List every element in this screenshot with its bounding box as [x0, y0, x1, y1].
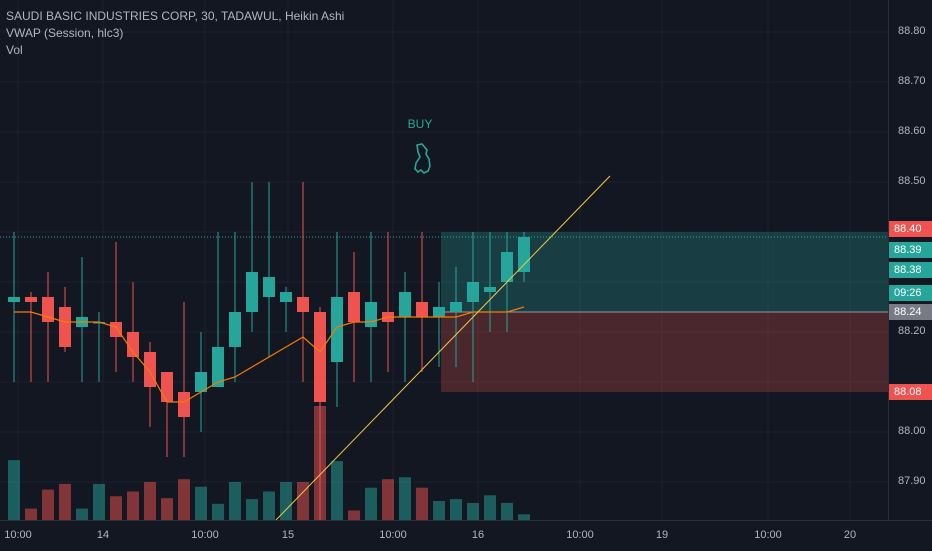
volume-bar: [450, 499, 462, 520]
target-price-label: 88.40: [889, 221, 932, 237]
volume-bar: [297, 482, 309, 520]
last-price-label: 88.39: [889, 242, 932, 258]
volume-bar: [110, 496, 122, 520]
volume-bar: [195, 486, 207, 520]
volume-bar: [8, 460, 20, 520]
volume-bar: [382, 479, 394, 520]
time-tick-label: 10:00: [379, 529, 407, 541]
volume-bar: [42, 489, 54, 520]
chart-area[interactable]: SAUDI BASIC INDUSTRIES CORP, 30, TADAWUL…: [0, 0, 888, 520]
time-tick-label: 14: [96, 529, 110, 541]
volume-bar: [484, 495, 496, 520]
time-tick-label: 19: [655, 529, 669, 541]
time-axis[interactable]: 10:00 14 10:00 15 10:00 16 10:00 19 10:00 20: [0, 520, 932, 551]
volume-bar: [280, 482, 292, 520]
candle-body: [144, 352, 156, 387]
time-tick-label: 10:00: [566, 529, 594, 541]
candle-body: [8, 297, 20, 302]
volume-bar: [144, 482, 156, 520]
volume-bar: [246, 499, 258, 520]
volume-bar: [518, 514, 530, 520]
volume-bar: [399, 477, 411, 520]
stop-price-label: 88.08: [889, 384, 932, 400]
time-tick-label: 10:00: [191, 529, 219, 541]
profit-zone: [441, 232, 888, 312]
candle-body: [178, 392, 190, 417]
volume-bar: [59, 483, 71, 520]
candle-body: [450, 302, 462, 312]
candle-body: [348, 292, 360, 322]
candle-body: [25, 297, 37, 302]
price-tick-label: 88.60: [898, 125, 926, 137]
price-tick-label: 88.00: [898, 425, 926, 437]
candle-body: [229, 312, 241, 347]
candle-body: [59, 307, 71, 347]
open-price-label: 88.38: [889, 262, 932, 278]
candle-body: [501, 252, 513, 282]
candle-body: [467, 282, 479, 302]
volume-bar: [263, 491, 275, 520]
time-tick-label: 20: [843, 529, 857, 541]
candle-body: [263, 277, 275, 297]
volume-bar: [161, 498, 173, 520]
volume-bar: [229, 482, 241, 520]
volume-bar: [76, 508, 88, 520]
volume-bar: [25, 508, 37, 520]
candle-body: [280, 292, 292, 302]
symbol-title[interactable]: SAUDI BASIC INDUSTRIES CORP, 30, TADAWUL…: [6, 9, 345, 23]
price-tick-label: 87.90: [898, 475, 926, 487]
price-axis[interactable]: [888, 0, 932, 520]
chart-canvas[interactable]: [0, 0, 888, 520]
time-tick-label: 10:00: [4, 529, 32, 541]
volume-bar: [331, 461, 343, 520]
loss-zone: [441, 312, 888, 392]
candle-body: [484, 287, 496, 292]
candle-body: [518, 237, 530, 272]
candle-body: [110, 322, 122, 337]
candle-body: [365, 302, 377, 327]
candle-body: [212, 347, 224, 387]
candle-body: [161, 372, 173, 402]
candle-body: [127, 332, 139, 357]
buy-signal-label: BUY: [407, 117, 433, 131]
volume-bar: [467, 502, 479, 520]
candle-body: [416, 302, 428, 317]
time-tick-label: 16: [471, 529, 485, 541]
volume-bar: [93, 483, 105, 520]
buy-signal-icon: [414, 143, 431, 174]
volume-bar: [416, 487, 428, 520]
time-tick-label: 15: [281, 529, 295, 541]
price-tick-label: 88.80: [898, 25, 926, 37]
volume-bar: [178, 479, 190, 520]
volume-bar: [348, 510, 360, 520]
volume-bar: [433, 501, 445, 520]
volume-bar: [127, 491, 139, 520]
candle-countdown-label: 09:26: [889, 285, 932, 301]
trend-line: [275, 175, 611, 520]
vwap-line: [14, 306, 525, 403]
entry-price-label: 88.24: [889, 304, 932, 320]
price-tick-label: 88.70: [898, 75, 926, 87]
price-tick-label: 88.20: [898, 325, 926, 337]
volume-bar: [501, 502, 513, 520]
volume-bar: [212, 503, 224, 520]
candle-body: [314, 312, 326, 402]
candle-body: [331, 297, 343, 362]
price-tick-label: 88.50: [898, 175, 926, 187]
volume-indicator-label[interactable]: Vol: [6, 43, 23, 57]
candle-body: [246, 272, 258, 312]
time-tick-label: 10:00: [754, 529, 782, 541]
candle-body: [433, 307, 445, 317]
candle-body: [195, 372, 207, 392]
vwap-indicator-label[interactable]: VWAP (Session, hlc3): [6, 26, 124, 40]
candle-body: [297, 297, 309, 312]
candle-body: [93, 322, 105, 324]
volume-bar: [365, 487, 377, 520]
chart-legend: SAUDI BASIC INDUSTRIES CORP, 30, TADAWUL…: [6, 8, 344, 59]
candle-body: [399, 292, 411, 317]
